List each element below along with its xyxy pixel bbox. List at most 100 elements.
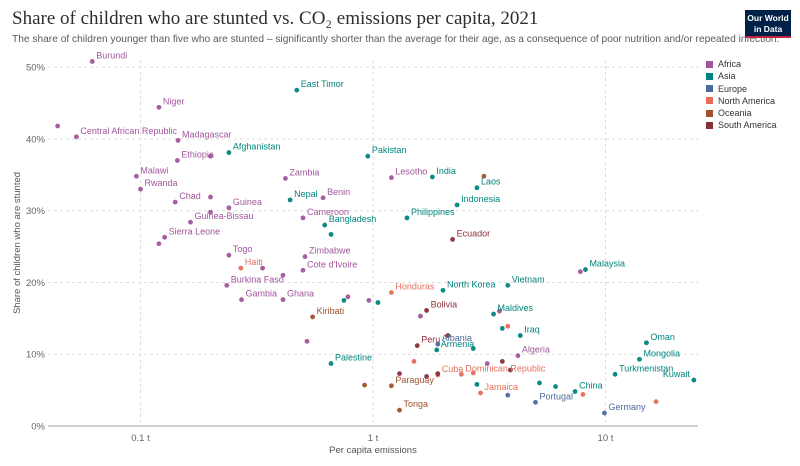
data-point[interactable] [499,326,505,331]
data-point[interactable] [322,222,328,228]
data-point[interactable] [397,407,402,413]
data-point[interactable] [389,383,394,389]
data-point[interactable] [505,282,511,288]
data-point[interactable] [328,361,334,366]
data-point[interactable] [133,173,139,179]
data-point[interactable] [375,300,381,305]
data-point[interactable] [304,338,310,344]
data-point[interactable] [553,384,558,389]
data-point[interactable] [612,371,618,377]
data-point[interactable] [345,294,351,300]
data-point[interactable] [435,371,441,377]
data-point[interactable] [478,390,483,396]
data-point[interactable] [224,282,230,288]
data-point[interactable] [302,254,308,260]
data-point[interactable] [505,392,511,398]
data-point[interactable] [470,370,476,376]
data-point[interactable] [572,389,578,394]
data-point[interactable] [424,374,429,379]
data-point[interactable] [156,241,162,247]
data-point[interactable] [55,123,61,129]
data-point[interactable] [474,381,480,387]
data-point[interactable] [445,333,451,338]
legend-item[interactable]: North America [706,95,777,107]
data-point[interactable] [533,399,538,405]
data-point[interactable] [366,298,372,303]
data-point[interactable] [208,153,213,159]
data-point[interactable] [484,361,490,366]
data-point[interactable] [294,87,300,93]
data-point[interactable] [362,382,367,388]
data-point[interactable] [226,150,232,155]
data-point[interactable] [577,269,583,275]
data-point[interactable] [440,287,446,293]
data-point[interactable] [341,298,347,303]
legend-item[interactable]: South America [706,119,777,131]
data-point[interactable] [174,158,180,163]
data-point[interactable] [434,347,440,353]
data-point[interactable] [300,267,306,273]
data-point[interactable] [280,272,286,278]
data-point[interactable] [517,333,523,338]
data-point[interactable] [691,377,697,383]
data-point[interactable] [172,199,178,205]
data-point[interactable] [418,313,423,319]
data-point[interactable] [89,59,95,64]
data-point[interactable] [389,175,394,181]
data-point[interactable] [583,267,588,272]
data-point[interactable] [175,137,181,143]
data-point[interactable] [499,359,505,364]
data-point[interactable] [239,297,244,303]
data-point[interactable] [414,343,420,349]
data-point[interactable] [226,205,232,211]
data-point[interactable] [365,153,371,159]
data-point[interactable] [450,237,456,242]
data-point[interactable] [505,323,511,329]
data-point[interactable] [397,371,402,377]
data-point[interactable] [280,297,286,303]
legend-item[interactable]: Europe [706,83,777,95]
data-point[interactable] [156,104,162,110]
data-point[interactable] [435,341,441,347]
data-point[interactable] [300,215,306,221]
data-point[interactable] [310,314,316,320]
data-point[interactable] [162,234,168,240]
data-point[interactable] [602,410,607,416]
data-point[interactable] [454,202,460,208]
data-point[interactable] [481,173,487,179]
data-point[interactable] [644,340,649,346]
data-point[interactable] [208,209,213,215]
data-point[interactable] [537,380,542,386]
data-point[interactable] [458,371,464,377]
data-point[interactable] [474,185,480,191]
data-point[interactable] [580,392,586,397]
data-point[interactable] [226,252,232,258]
data-point[interactable] [238,265,244,271]
data-point[interactable] [208,194,213,200]
data-point[interactable] [320,195,326,201]
data-point[interactable] [404,215,410,221]
legend-item[interactable]: Asia [706,70,777,82]
data-point[interactable] [328,231,334,237]
data-point[interactable] [188,219,193,225]
data-point[interactable] [424,308,429,313]
owid-logo[interactable]: Our World in Data [745,10,791,38]
legend-item[interactable]: Africa [706,58,777,70]
data-point[interactable] [653,399,659,404]
data-point[interactable] [138,186,143,192]
data-point[interactable] [637,356,642,362]
data-point[interactable] [260,265,265,271]
legend-item[interactable]: Oceania [706,107,777,119]
data-point[interactable] [497,308,502,314]
data-point[interactable] [283,176,288,181]
data-point[interactable] [470,346,476,351]
data-point[interactable] [411,359,417,364]
data-point[interactable] [74,134,79,140]
data-point[interactable] [508,367,513,373]
data-point[interactable] [491,311,496,317]
data-point[interactable] [429,174,435,180]
data-point[interactable] [389,290,394,295]
data-point[interactable] [287,197,293,203]
data-point[interactable] [515,353,521,359]
